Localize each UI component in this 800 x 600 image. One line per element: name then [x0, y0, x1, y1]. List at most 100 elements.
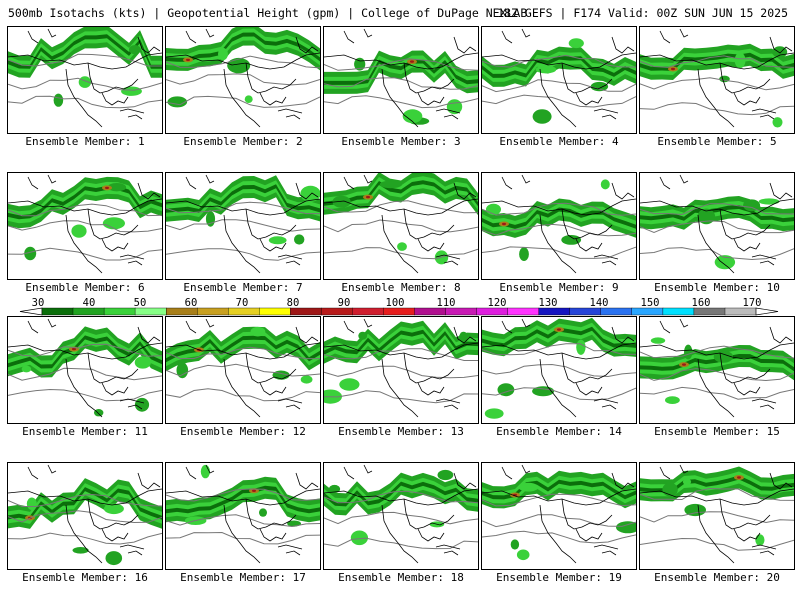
- coastline: [539, 504, 577, 564]
- wind-blob: [227, 57, 251, 74]
- isotach-map: [640, 174, 794, 274]
- coastline: [101, 528, 129, 542]
- jet-core: [482, 207, 636, 229]
- jet-max-core: [72, 347, 76, 351]
- wind-blob: [71, 224, 87, 238]
- ensemble-map-panel[interactable]: [481, 172, 637, 280]
- ensemble-map-panel[interactable]: [323, 316, 479, 424]
- ensemble-map-panel[interactable]: [323, 172, 479, 280]
- ensemble-map-panel[interactable]: [7, 26, 163, 134]
- coastline: [137, 182, 161, 200]
- coastline: [166, 198, 320, 216]
- coastline: [343, 318, 373, 334]
- isotach-map: [166, 318, 320, 418]
- isotach-map: [640, 318, 794, 418]
- colorbar-bin: [538, 307, 571, 316]
- isotach-map: [324, 464, 478, 564]
- coastline: [417, 382, 445, 396]
- ensemble-map-panel[interactable]: [323, 26, 479, 134]
- coastline: [539, 214, 577, 274]
- coastline: [501, 174, 531, 190]
- ensemble-map-panel[interactable]: [481, 462, 637, 570]
- coastline: [101, 382, 129, 396]
- ensemble-map-panel[interactable]: [481, 316, 637, 424]
- coastline: [733, 238, 761, 252]
- wind-blob: [714, 255, 736, 270]
- ensemble-map-panel[interactable]: [323, 462, 479, 570]
- ensemble-map-panel[interactable]: [481, 26, 637, 134]
- coastline: [166, 52, 320, 70]
- ensemble-map-panel[interactable]: [165, 172, 321, 280]
- isotach-map: [482, 174, 636, 274]
- coastline: [185, 464, 215, 480]
- jet-max-core: [410, 60, 414, 63]
- height-contour: [482, 493, 636, 507]
- wind-blob: [218, 47, 228, 61]
- ensemble-map-panel[interactable]: [165, 26, 321, 134]
- coastline: [751, 108, 777, 120]
- isotach-map: [8, 27, 162, 128]
- coastline: [295, 326, 319, 344]
- height-contour: [640, 345, 794, 359]
- colorbar-bin: [724, 307, 757, 316]
- jet-band-50kt: [324, 325, 478, 359]
- coastline: [259, 528, 287, 542]
- colorbar-bin: [693, 307, 726, 316]
- height-contour: [8, 532, 162, 545]
- ensemble-map-panel[interactable]: [7, 462, 163, 570]
- ensemble-map-panel[interactable]: [639, 316, 795, 424]
- wind-blob: [268, 236, 287, 245]
- height-contour: [324, 247, 478, 260]
- coastline: [223, 68, 261, 128]
- coastline: [659, 464, 689, 480]
- coastline: [733, 382, 761, 396]
- coastline: [640, 488, 794, 506]
- wind-blob: [713, 350, 734, 363]
- member-caption: Ensemble Member: 7: [183, 281, 303, 294]
- height-contour: [324, 348, 478, 361]
- ensemble-map-panel[interactable]: [7, 172, 163, 280]
- ensemble-map-panel[interactable]: [639, 172, 795, 280]
- coastline: [87, 352, 139, 384]
- height-contour: [166, 55, 320, 69]
- wind-blob: [576, 339, 586, 355]
- height-contour: [640, 102, 794, 116]
- ensemble-map-panel[interactable]: [7, 316, 163, 424]
- colorbar-tick-label: 30: [32, 297, 45, 309]
- wind-blob: [244, 95, 253, 103]
- coastline: [119, 398, 145, 410]
- coastline: [482, 488, 636, 506]
- coastline: [324, 342, 478, 360]
- height-contour: [482, 202, 636, 216]
- wind-blob: [21, 365, 32, 373]
- coastline: [119, 254, 145, 266]
- height-contour: [166, 73, 320, 86]
- member-caption: Ensemble Member: 19: [496, 571, 622, 584]
- wind-blob: [102, 217, 125, 230]
- ensemble-map-panel[interactable]: [165, 316, 321, 424]
- colorbar-tick-label: 40: [83, 297, 96, 309]
- height-contour: [166, 219, 320, 232]
- colorbar-bin: [259, 307, 291, 316]
- member-caption: Ensemble Member: 6: [25, 281, 145, 294]
- ensemble-map-panel[interactable]: [165, 462, 321, 570]
- figure-header: 500mb Isotachs (kts) | Geopotential Heig…: [0, 0, 800, 22]
- coastline: [453, 36, 477, 54]
- wind-blob: [459, 331, 468, 343]
- wind-blob: [665, 396, 680, 404]
- jet-band-40kt: [8, 27, 162, 78]
- coastline: [482, 342, 636, 360]
- coastline: [27, 318, 57, 334]
- jet-band-50kt: [640, 350, 794, 376]
- ensemble-map-panel[interactable]: [639, 26, 795, 134]
- wind-blob: [358, 331, 368, 340]
- height-contour: [482, 387, 636, 401]
- isotach-map: [166, 27, 320, 128]
- colorbar-bin: [196, 307, 229, 316]
- height-contour: [324, 511, 478, 525]
- jet-core: [166, 184, 320, 213]
- height-contour: [482, 363, 636, 378]
- ensemble-map-panel[interactable]: [639, 462, 795, 570]
- jet-band-50kt: [166, 331, 320, 367]
- height-contour: [640, 247, 794, 261]
